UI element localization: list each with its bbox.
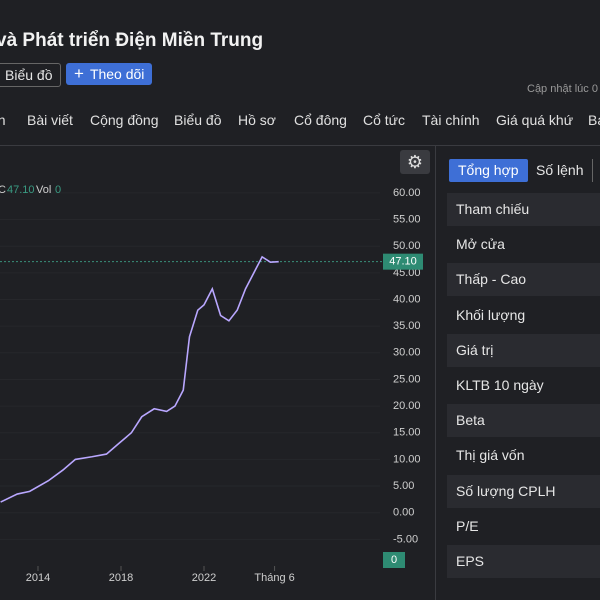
panel-row: Thị giá vốn <box>447 439 600 473</box>
y-tick-label: 35.00 <box>393 320 421 332</box>
panel-tab[interactable]: Tổng hợp <box>449 159 528 182</box>
legend-volume-value: 0 <box>55 184 61 196</box>
price-line <box>0 255 279 503</box>
y-tick-label: 0.00 <box>393 507 414 519</box>
volume-label: 0 <box>391 554 397 566</box>
x-tick-label: 2022 <box>192 572 216 584</box>
panel-row: Tham chiếu <box>447 193 600 226</box>
legend-close-value: 47.10 <box>7 184 35 196</box>
nav-tab[interactable]: Biểu đồ <box>174 112 222 128</box>
last-price-label: 47.10 <box>389 256 417 268</box>
nav-tab[interactable]: Cộng đồng <box>90 112 159 128</box>
panel-row: Giá trị <box>447 333 600 367</box>
follow-button[interactable]: + Theo dõi <box>66 63 153 85</box>
panel-row: EPS <box>447 545 600 578</box>
volume-tag <box>383 552 405 568</box>
y-tick-label: 10.00 <box>393 453 421 465</box>
panel-row: P/E <box>447 509 600 543</box>
separator <box>0 145 600 146</box>
panel-tab[interactable]: Số lệnh <box>527 159 594 182</box>
y-tick-label: 30.00 <box>393 347 421 359</box>
nav-tab[interactable]: Giá quá khứ <box>496 112 574 128</box>
chart: 60.00 55.00 50.00 45.00 40.00 35.00 30.00 25.00… <box>0 184 423 584</box>
panel-row: Beta <box>447 404 600 438</box>
settings-icon[interactable]: ⚙ <box>400 150 430 174</box>
x-tick-label: 2018 <box>109 572 133 584</box>
panel-row: KLTB 10 ngày <box>447 369 600 402</box>
y-tick-label: 50.00 <box>393 240 421 252</box>
x-tick-label: 2014 <box>26 572 50 584</box>
nav-tab[interactable]: Ba <box>588 112 600 128</box>
panel-row: Thấp - Cao <box>447 263 600 297</box>
y-tick-label: 60.00 <box>393 187 421 199</box>
chart-button[interactable]: Biểu đồ <box>0 63 62 87</box>
y-tick-label: 45.00 <box>393 267 421 279</box>
plus-icon: + <box>74 64 84 83</box>
y-tick-label: 5.00 <box>393 480 414 492</box>
nav-tab[interactable]: nh <box>0 112 6 128</box>
nav-tab[interactable]: Bài viết <box>27 112 73 128</box>
x-tick-label: Tháng 6 <box>254 572 294 584</box>
panel-row: Mở cửa <box>447 228 600 262</box>
follow-label: Theo dõi <box>89 66 145 82</box>
page-title: và Phát triển Điện Miền Trung <box>0 30 264 51</box>
legend-close: C <box>0 184 6 196</box>
separator <box>435 146 436 600</box>
last-price-tag <box>383 253 423 270</box>
nav-tab[interactable]: Cổ đông <box>294 112 347 128</box>
y-tick-label: 25.00 <box>393 373 421 385</box>
y-tick-label: 55.00 <box>393 213 421 225</box>
nav-tab[interactable]: Hồ sơ <box>238 112 276 128</box>
y-tick-label: 20.00 <box>393 400 421 412</box>
panel-row: Khối lượng <box>447 298 600 332</box>
y-tick-label: 15.00 <box>393 427 421 439</box>
nav-tab[interactable]: Tài chính <box>422 112 480 128</box>
nav-tab[interactable]: Cổ tức <box>363 112 406 128</box>
updated-text: Cập nhật lúc 0 <box>527 83 598 95</box>
y-tick-label: 40.00 <box>393 293 421 305</box>
legend-volume: Vol <box>36 184 51 196</box>
y-tick-label: -5.00 <box>393 533 418 545</box>
panel-row: Số lượng CPLH <box>447 474 600 508</box>
